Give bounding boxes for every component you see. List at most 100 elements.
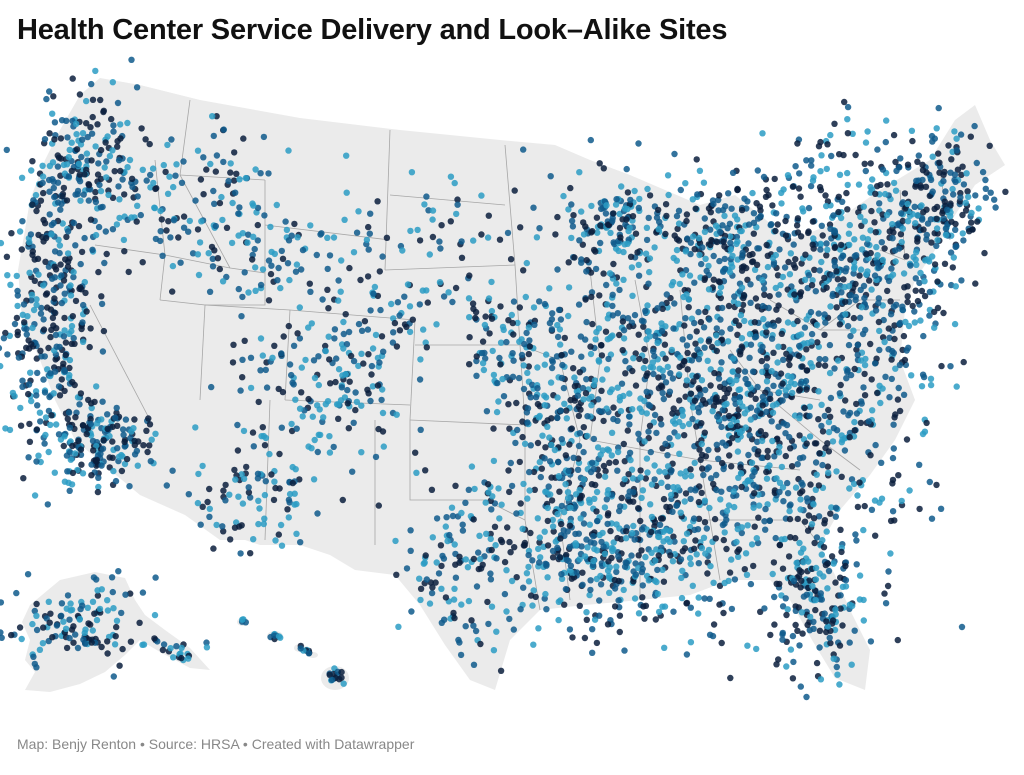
site-dot xyxy=(524,369,531,377)
site-dot xyxy=(119,645,126,653)
site-dot xyxy=(669,508,676,515)
site-dot xyxy=(610,539,617,546)
site-dot xyxy=(871,360,879,367)
site-dot xyxy=(703,525,710,532)
site-dot xyxy=(72,631,79,638)
site-dot xyxy=(476,555,484,563)
site-dot xyxy=(622,357,629,365)
site-dot xyxy=(856,314,864,321)
site-dot xyxy=(131,416,138,423)
site-dot xyxy=(537,473,544,481)
site-dot xyxy=(779,484,787,491)
site-dot xyxy=(520,146,527,153)
site-dot xyxy=(70,219,78,227)
site-dot xyxy=(862,139,870,146)
site-dot xyxy=(326,671,333,678)
site-dot xyxy=(826,369,834,377)
site-dot xyxy=(420,326,427,333)
site-dot xyxy=(769,402,777,409)
site-dot xyxy=(570,365,577,372)
site-dot xyxy=(768,221,775,228)
site-dot xyxy=(393,411,400,418)
site-dot xyxy=(19,383,26,390)
site-dot xyxy=(365,351,372,358)
site-dot xyxy=(800,545,807,552)
site-dot xyxy=(31,492,39,499)
site-dot xyxy=(808,282,816,289)
site-dot xyxy=(576,169,583,176)
site-dot xyxy=(497,339,505,346)
site-dot xyxy=(725,302,733,310)
site-dot xyxy=(707,241,714,249)
site-dot xyxy=(817,186,825,194)
site-dot xyxy=(947,202,954,209)
site-dot xyxy=(102,228,110,235)
site-dot xyxy=(904,218,912,225)
site-dot xyxy=(940,171,947,178)
site-dot xyxy=(724,225,731,232)
site-dot xyxy=(670,405,677,412)
site-dot xyxy=(478,192,485,199)
site-dot xyxy=(158,216,165,223)
site-dot xyxy=(364,273,372,280)
site-dot xyxy=(310,357,318,364)
site-dot xyxy=(292,466,299,473)
site-dot xyxy=(535,414,543,421)
site-dot xyxy=(472,627,480,635)
site-dot xyxy=(45,344,52,352)
site-dot xyxy=(866,277,873,284)
site-dot xyxy=(65,154,73,161)
site-dot xyxy=(948,218,955,225)
site-dot xyxy=(834,276,841,283)
site-dot xyxy=(17,422,25,429)
site-dot xyxy=(87,124,94,131)
site-dot xyxy=(794,229,802,236)
site-dot xyxy=(64,592,72,599)
site-dot xyxy=(735,322,743,329)
site-dot xyxy=(113,404,120,412)
site-dot xyxy=(408,608,415,615)
site-dot xyxy=(555,616,562,624)
site-dot xyxy=(212,222,219,230)
site-dot xyxy=(542,444,549,451)
site-dot xyxy=(609,312,616,319)
site-dot xyxy=(713,486,720,494)
site-dot xyxy=(514,426,521,434)
site-dot xyxy=(552,231,559,238)
site-dot xyxy=(814,339,821,346)
site-dot xyxy=(935,150,942,157)
site-dot xyxy=(284,260,292,267)
site-dot xyxy=(610,404,617,411)
site-dot xyxy=(630,522,637,530)
site-dot xyxy=(121,460,129,468)
site-dot xyxy=(286,361,294,368)
site-dot xyxy=(981,249,988,257)
site-dot xyxy=(288,232,295,239)
site-dot xyxy=(104,425,111,432)
site-dot xyxy=(77,451,85,458)
site-dot xyxy=(305,324,312,331)
site-dot xyxy=(35,231,42,239)
site-dot xyxy=(222,497,229,504)
site-dot xyxy=(828,504,835,511)
site-dot xyxy=(844,103,852,111)
site-dot xyxy=(96,181,103,189)
site-dot xyxy=(698,544,706,552)
site-dot xyxy=(33,426,41,433)
site-dot xyxy=(911,319,918,326)
site-dot xyxy=(328,676,336,684)
site-dot xyxy=(701,275,709,282)
site-dot xyxy=(624,427,631,434)
site-dot xyxy=(271,250,278,258)
site-dot xyxy=(630,489,637,496)
site-dot xyxy=(472,308,480,316)
site-dot xyxy=(296,335,304,342)
site-dot xyxy=(3,253,11,260)
site-dot xyxy=(844,322,852,330)
site-dot xyxy=(549,310,556,317)
site-dot xyxy=(548,326,556,333)
site-dot xyxy=(286,490,294,498)
site-dot xyxy=(916,461,923,468)
site-dot xyxy=(47,333,54,341)
site-dot xyxy=(69,378,76,386)
